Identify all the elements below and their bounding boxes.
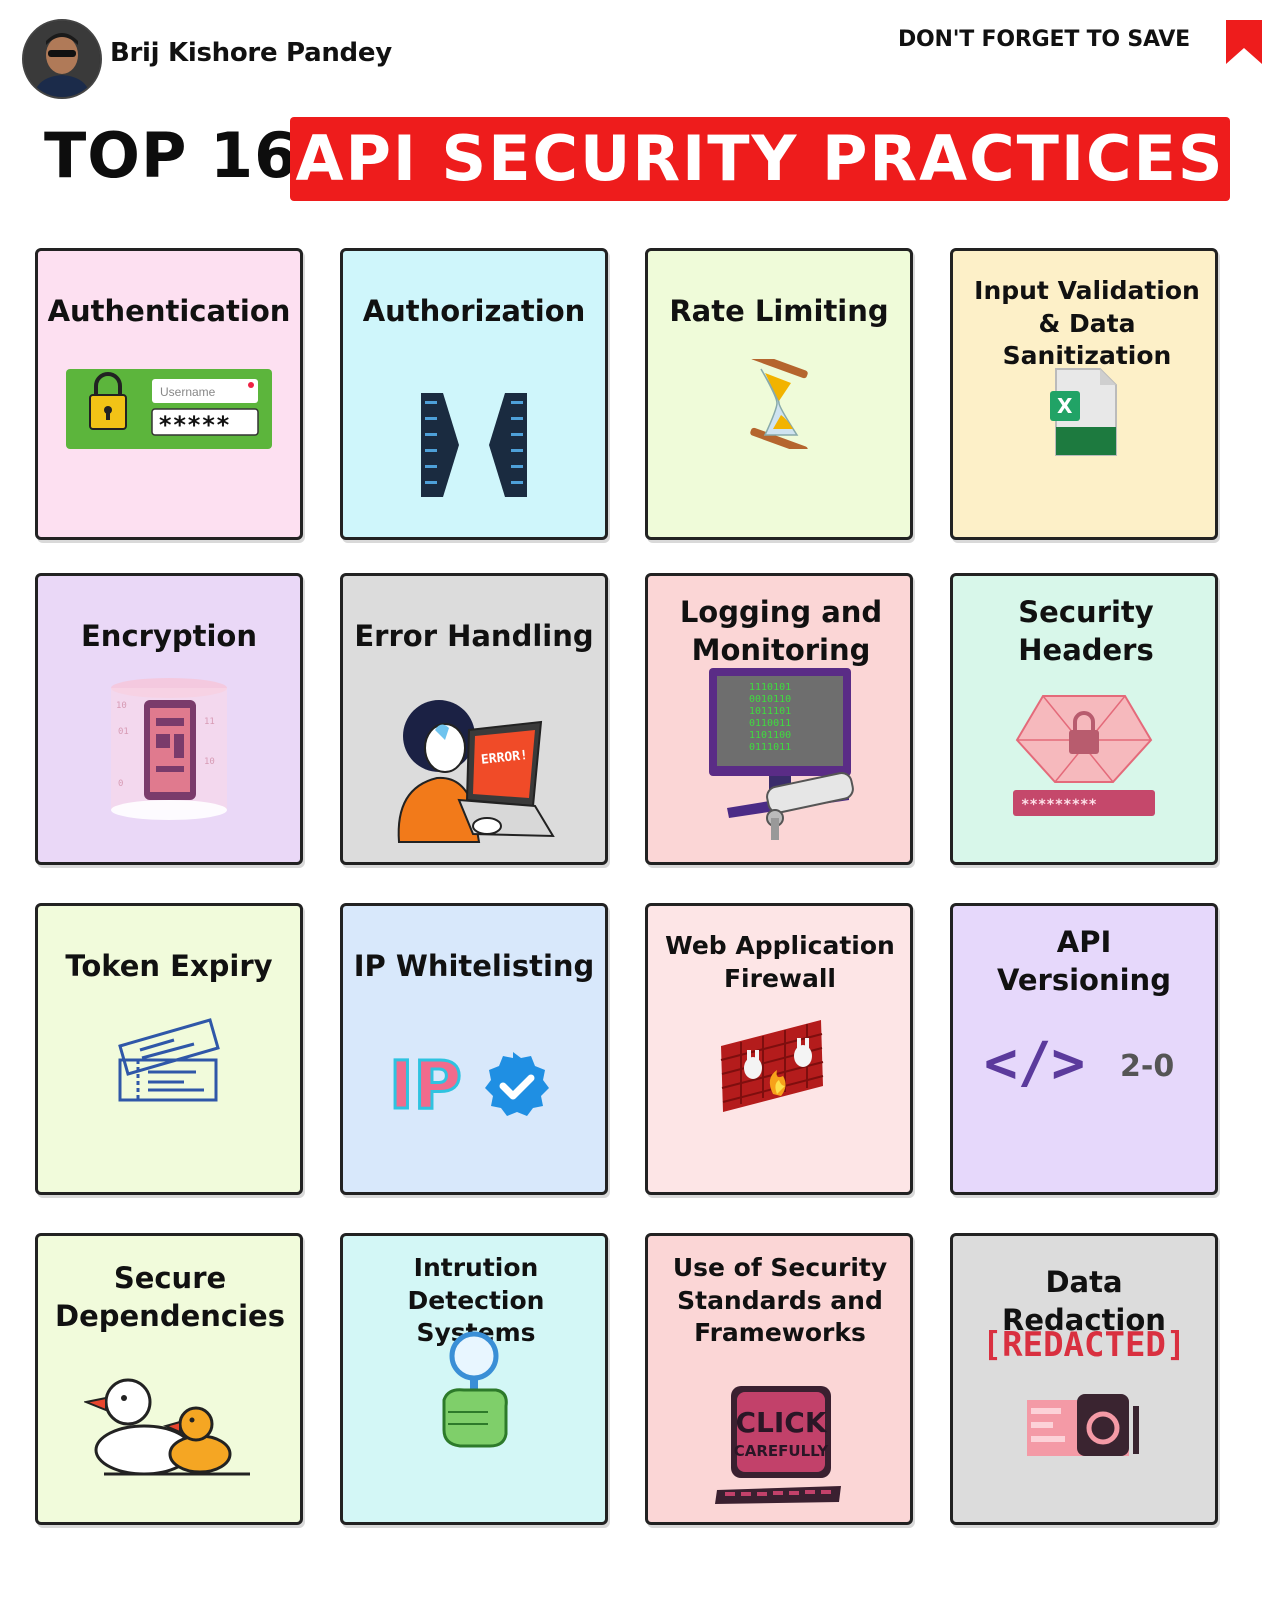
svg-text:0010110: 0010110 [749, 694, 791, 705]
practice-card-title: Token Expiry [65, 949, 273, 983]
svg-text:*****: ***** [158, 411, 230, 439]
practice-card: Intrution Detection Systems [340, 1233, 608, 1525]
title-highlight: API SECURITY PRACTICES [290, 117, 1230, 201]
svg-text:ERROR!: ERROR! [480, 748, 528, 768]
server-racks-icon [343, 391, 605, 499]
developer-error-icon: ERROR! [343, 696, 605, 846]
save-reminder: DON'T FORGET TO SAVE [897, 27, 1190, 52]
svg-text:0110011: 0110011 [749, 718, 791, 729]
svg-text:CLICK: CLICK [735, 1406, 827, 1439]
practice-card-title: Secure Dependencies [55, 1261, 285, 1333]
practice-card: IP Whitelisting IP [340, 903, 608, 1195]
redacted-icon: [REDACTED] [953, 1316, 1215, 1466]
practice-card-title: Use of Security Standards and Frameworks [672, 1253, 888, 1347]
practice-card: Security Headers ********* [950, 573, 1218, 865]
page-title: TOP 16 API SECURITY PRACTICES [0, 115, 1280, 205]
practice-card: Token Expiry [35, 903, 303, 1195]
excel-file-icon: X [953, 367, 1215, 457]
svg-text:10: 10 [116, 701, 127, 711]
practice-card-title: Logging and Monitoring [679, 595, 883, 667]
practice-card-title: Error Handling [354, 619, 594, 653]
firewall-icon [648, 1016, 910, 1116]
practice-card: Encryption 10 01 11 10 0 [35, 573, 303, 865]
practice-card-title: IP Whitelisting [353, 949, 595, 983]
practice-card: Error Handling ERROR! [340, 573, 608, 865]
practice-card: Authentication Username ***** [35, 248, 303, 540]
practice-card-title: Web Application Firewall [665, 931, 895, 993]
svg-text:01: 01 [118, 727, 129, 737]
svg-text:11: 11 [204, 717, 215, 727]
svg-text:[REDACTED]: [REDACTED] [989, 1325, 1179, 1365]
tickets-icon [38, 1014, 300, 1114]
practice-card: Authorization [340, 248, 608, 540]
svg-text:1101100: 1101100 [749, 730, 791, 741]
practice-card-title: Input Validation & Data Sanitization [974, 276, 1200, 370]
code-version-icon: </> 2-0 [953, 1028, 1215, 1098]
svg-text:0: 0 [118, 779, 123, 789]
svg-text:*********: ********* [1021, 797, 1097, 813]
encrypted-phone-icon: 10 01 11 10 0 [38, 674, 300, 824]
svg-text:</>: </> [984, 1031, 1085, 1096]
practice-card: Logging and Monitoring 1110101 0010110 101… [645, 573, 913, 865]
svg-text:10: 10 [204, 757, 215, 767]
svg-text:1011101: 1011101 [749, 706, 791, 717]
svg-text:1110101: 1110101 [749, 682, 791, 693]
practice-card-title: Authentication [47, 294, 291, 328]
practice-card-title: Rate Limiting [669, 294, 889, 328]
author-name: Brij Kishore Pandey [110, 38, 392, 68]
practice-card-title: Encryption [81, 619, 257, 653]
hourglass-icon [648, 359, 910, 449]
practice-card: Input Validation & Data Sanitization X [950, 248, 1218, 540]
svg-text:X: X [1057, 394, 1073, 418]
practice-card-title: Authorization [362, 294, 586, 328]
practice-card-title: Security Headers [1018, 595, 1154, 667]
title-prefix: TOP 16 [44, 119, 299, 192]
header: Brij Kishore Pandey DON'T FORGET TO SAVE [0, 0, 1280, 110]
bookmark-icon[interactable] [1224, 18, 1264, 66]
svg-text:CAREFULLY: CAREFULLY [734, 1442, 830, 1460]
shield-password-icon: ********* [953, 688, 1215, 818]
practice-card: Use of Security Standards and Frameworks… [645, 1233, 913, 1525]
practice-card: Data Redaction [REDACTED] [950, 1233, 1218, 1525]
svg-text:IP: IP [389, 1047, 462, 1120]
magnifier-hand-icon [343, 1330, 605, 1450]
svg-text:2-0: 2-0 [1120, 1049, 1174, 1084]
monitor-camera-icon: 1110101 0010110 1011101 0110011 1101100 01110… [648, 668, 910, 844]
practice-card-title: API Versioning [997, 925, 1171, 997]
svg-text:0111011: 0111011 [749, 742, 791, 753]
practice-card-title: Data Redaction [1002, 1265, 1166, 1337]
ducks-icon [38, 1362, 300, 1478]
practice-card: API Versioning </> 2-0 [950, 903, 1218, 1195]
practice-card: Web Application Firewall [645, 903, 913, 1195]
practice-card: Secure Dependencies [35, 1233, 303, 1525]
author-avatar [22, 19, 102, 99]
svg-text:Username: Username [160, 385, 216, 399]
ip-verified-icon: IP [343, 1044, 605, 1120]
practice-card: Rate Limiting [645, 248, 913, 540]
login-form-icon: Username ***** [38, 369, 300, 449]
click-carefully-icon: CLICK CAREFULLY [648, 1382, 910, 1508]
